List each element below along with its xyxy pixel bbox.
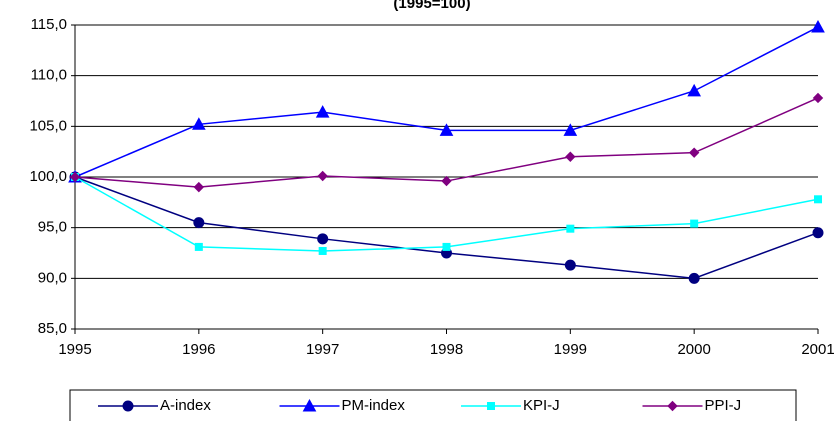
marker: [315, 105, 330, 118]
marker: [487, 402, 495, 410]
marker: [812, 227, 824, 239]
chart-title: (1995=100): [393, 0, 470, 12]
legend-label: PM-index: [342, 397, 406, 414]
marker: [687, 83, 702, 97]
marker: [318, 246, 327, 255]
marker: [563, 123, 578, 136]
legend-label: A-index: [160, 397, 211, 414]
marker: [317, 233, 329, 245]
marker: [441, 175, 452, 187]
series-line: [74, 176, 819, 252]
legend-label: PPI-J: [705, 397, 742, 414]
y-tick-label: 110,0: [31, 67, 67, 84]
marker: [811, 19, 825, 33]
legend-label: KPI-J: [523, 397, 560, 414]
marker: [688, 272, 700, 284]
marker: [690, 219, 699, 228]
x-tick-label: 1997: [306, 341, 339, 358]
marker: [565, 151, 576, 162]
marker: [193, 217, 205, 229]
marker: [193, 181, 205, 193]
x-tick-label: 1998: [430, 341, 463, 358]
marker: [317, 170, 328, 182]
marker: [194, 242, 203, 251]
x-tick-label: 2000: [677, 341, 710, 358]
marker: [814, 195, 822, 204]
marker: [442, 242, 451, 251]
marker: [122, 400, 134, 412]
y-tick-label: 105,0: [29, 117, 67, 134]
series-line: [74, 97, 819, 188]
y-tick-label: 85,0: [38, 320, 67, 337]
y-tick-label: 95,0: [38, 219, 67, 236]
x-tick-label: 1999: [554, 341, 587, 358]
marker: [564, 259, 576, 271]
marker: [439, 123, 454, 136]
marker: [812, 92, 824, 104]
x-tick-label: 2001: [801, 341, 834, 358]
marker: [302, 398, 317, 412]
y-tick-label: 90,0: [38, 269, 67, 286]
marker: [191, 117, 206, 130]
marker: [69, 171, 81, 183]
series-line: [74, 26, 819, 178]
marker: [566, 224, 575, 233]
x-tick-label: 1996: [182, 341, 215, 358]
x-tick-label: 1995: [58, 341, 91, 358]
y-tick-label: 100,0: [29, 168, 67, 185]
marker: [667, 400, 678, 412]
y-tick-label: 115,0: [31, 16, 67, 33]
marker: [688, 147, 700, 158]
